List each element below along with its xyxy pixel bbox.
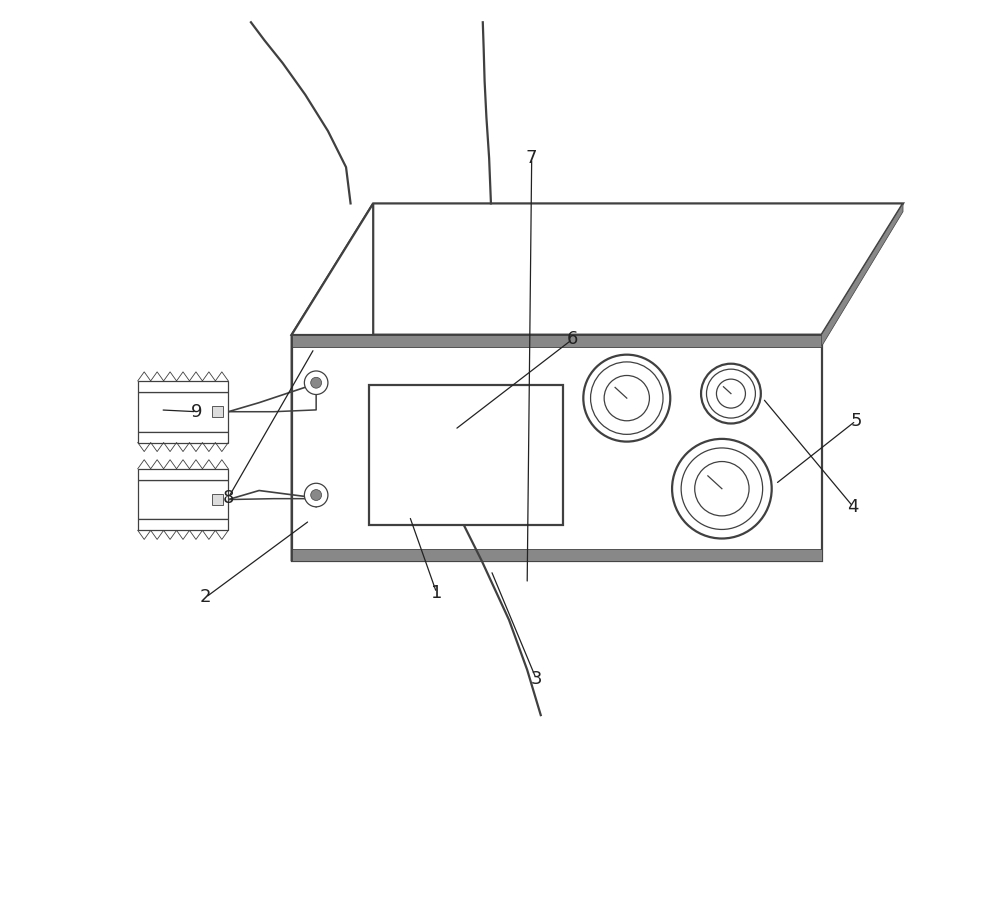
Polygon shape: [292, 335, 822, 346]
Circle shape: [672, 439, 772, 538]
Circle shape: [681, 448, 763, 529]
Circle shape: [591, 362, 663, 434]
Text: 6: 6: [567, 330, 578, 348]
Polygon shape: [292, 335, 822, 561]
Polygon shape: [138, 480, 228, 519]
Circle shape: [706, 369, 755, 418]
Polygon shape: [138, 519, 228, 530]
Polygon shape: [138, 431, 228, 442]
Text: 1: 1: [431, 584, 442, 601]
Circle shape: [304, 371, 328, 395]
Bar: [369, 385, 563, 525]
Polygon shape: [138, 469, 228, 480]
Circle shape: [304, 484, 328, 506]
Circle shape: [311, 490, 322, 501]
Polygon shape: [292, 549, 822, 561]
Circle shape: [311, 377, 322, 388]
Text: 8: 8: [223, 489, 234, 506]
Text: 9: 9: [191, 403, 202, 420]
Circle shape: [604, 376, 649, 420]
Circle shape: [716, 379, 745, 408]
Polygon shape: [138, 392, 228, 431]
Circle shape: [695, 462, 749, 515]
Polygon shape: [292, 204, 903, 335]
Text: 3: 3: [530, 670, 542, 688]
Circle shape: [583, 355, 670, 441]
Text: 4: 4: [847, 498, 859, 515]
Polygon shape: [822, 204, 903, 346]
Text: 5: 5: [850, 412, 862, 430]
Text: 7: 7: [526, 149, 537, 167]
Bar: [212, 407, 223, 417]
Polygon shape: [138, 381, 228, 392]
Text: 2: 2: [200, 589, 211, 606]
Circle shape: [701, 364, 761, 423]
Bar: [212, 494, 223, 505]
Polygon shape: [292, 204, 373, 561]
